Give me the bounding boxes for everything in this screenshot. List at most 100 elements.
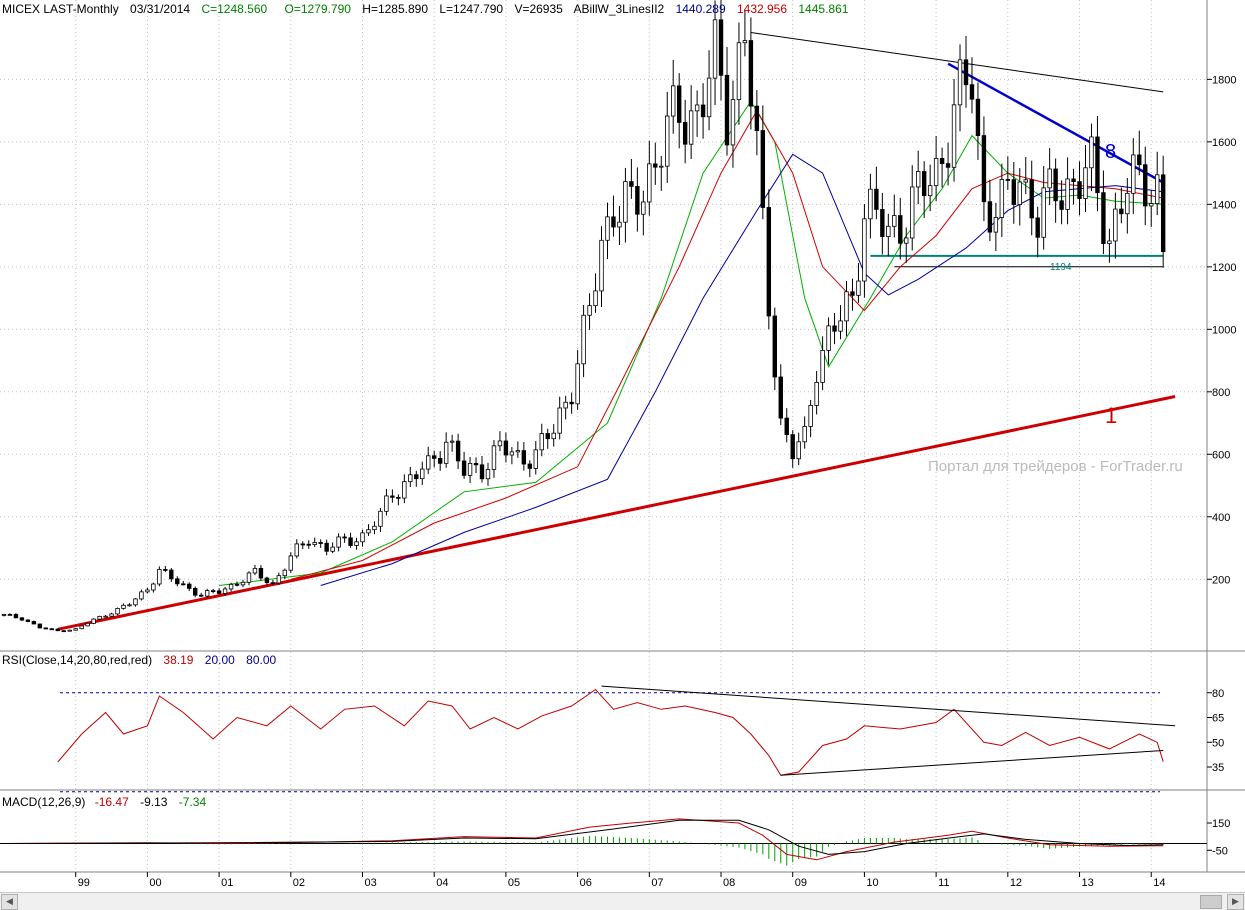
candle-body [61, 630, 66, 633]
horizontal-scrollbar[interactable]: ◀ ▶ [0, 892, 1245, 910]
rsi-axis-label: 35 [1212, 762, 1224, 774]
candle-body [276, 575, 282, 584]
candle-body [874, 188, 879, 210]
candle-body [1053, 168, 1058, 202]
x-axis-label: 99 [78, 877, 90, 889]
candle-body [927, 185, 933, 197]
price-axis-label: 800 [1212, 387, 1230, 399]
candle-body [1083, 167, 1088, 199]
candle-body [497, 440, 503, 447]
scroll-right-arrow-icon[interactable]: ▶ [1227, 894, 1244, 910]
candle-body [300, 543, 305, 546]
candle-body [55, 628, 60, 632]
candle-body [659, 165, 664, 168]
trendline-1-label: 1 [1105, 403, 1117, 428]
candle-body [1131, 154, 1136, 194]
candle-body [270, 582, 276, 585]
candle-body [258, 567, 264, 579]
candle-body [37, 623, 43, 629]
indicator-value-1: 1440.289 [676, 2, 726, 16]
candle-body [372, 525, 377, 531]
macd-value: -16.47 [95, 795, 129, 809]
candle-body [408, 474, 413, 483]
candle-body [234, 583, 240, 586]
candle-body [808, 404, 813, 427]
candle-body [515, 450, 521, 453]
candle-body [921, 171, 927, 197]
candle-body [491, 445, 497, 470]
candle-body [97, 615, 102, 620]
candle-body [109, 613, 114, 617]
candle-body [933, 158, 939, 187]
candle-body [1160, 174, 1166, 253]
candle-body [993, 217, 999, 233]
candle-body [25, 619, 31, 622]
candle-body [987, 201, 993, 233]
candle-body [402, 481, 407, 499]
x-axis-label: 14 [1153, 877, 1165, 889]
rsi-upper-level: 80.00 [246, 653, 276, 667]
candle-body [1029, 179, 1034, 219]
candle-body [1137, 154, 1142, 166]
candle-body [426, 455, 431, 470]
candle-body [1119, 208, 1124, 215]
candle-body [886, 225, 891, 238]
candle-body [975, 98, 981, 136]
candle-body [784, 417, 789, 436]
candle-body [85, 622, 90, 627]
candle-body [330, 546, 335, 552]
candle-body [1011, 179, 1016, 205]
candle-body [479, 464, 485, 480]
candle-body [539, 433, 544, 451]
candle-body [121, 604, 126, 609]
candle-body [396, 496, 401, 499]
candle-body [127, 604, 132, 607]
candle-body [139, 591, 144, 600]
macd-title: MACD(12,26,9) [2, 795, 85, 809]
watermark: Портал для трейдеров - ForTrader.ru [928, 458, 1183, 475]
candle-body [1065, 178, 1070, 210]
scroll-left-arrow-icon[interactable]: ◀ [1, 894, 18, 910]
rsi-title: RSI(Close,14,20,80,red,red) [2, 653, 152, 667]
candle-body [360, 532, 365, 543]
candle-body [1035, 217, 1040, 238]
candle-body [939, 158, 945, 165]
x-axis-label: 01 [221, 877, 233, 889]
trendline-8-label: 8 [1105, 141, 1116, 163]
candle-body [569, 401, 574, 405]
candle-body [1149, 203, 1154, 207]
candle-body [730, 99, 736, 146]
candle-body [910, 186, 915, 239]
candle-body [754, 105, 760, 131]
date-label: 03/31/2014 [130, 2, 190, 16]
candle-body [963, 59, 969, 86]
support-level-label: 1194 [1050, 262, 1072, 273]
close-value: C=1248.560 [201, 2, 267, 16]
macd-lines [3, 818, 1164, 866]
candle-body [671, 85, 676, 117]
rsi-value: 38.19 [163, 653, 193, 667]
candle-body [694, 104, 700, 112]
high-value: H=1285.890 [362, 2, 428, 16]
candle-body [629, 181, 634, 187]
candle-body [312, 542, 317, 546]
candle-body [957, 59, 963, 106]
candle-body [1089, 136, 1094, 169]
indicator-value-2: 1432.956 [737, 2, 787, 16]
candle-body [611, 216, 616, 228]
x-axis-label: 05 [508, 877, 520, 889]
candle-body [240, 581, 246, 586]
candle-body [49, 628, 54, 631]
macd-histogram-value: -7.34 [179, 795, 207, 809]
candle-body [503, 440, 509, 456]
scroll-thumb[interactable] [1200, 895, 1222, 909]
candle-body [169, 569, 174, 580]
candle-body [181, 583, 186, 586]
candle-body [796, 441, 801, 460]
candle-body [437, 458, 443, 464]
price-axis-label: 1000 [1212, 324, 1236, 336]
candle-body [73, 628, 78, 631]
x-axis-label: 09 [795, 877, 807, 889]
candle-body [880, 209, 885, 238]
